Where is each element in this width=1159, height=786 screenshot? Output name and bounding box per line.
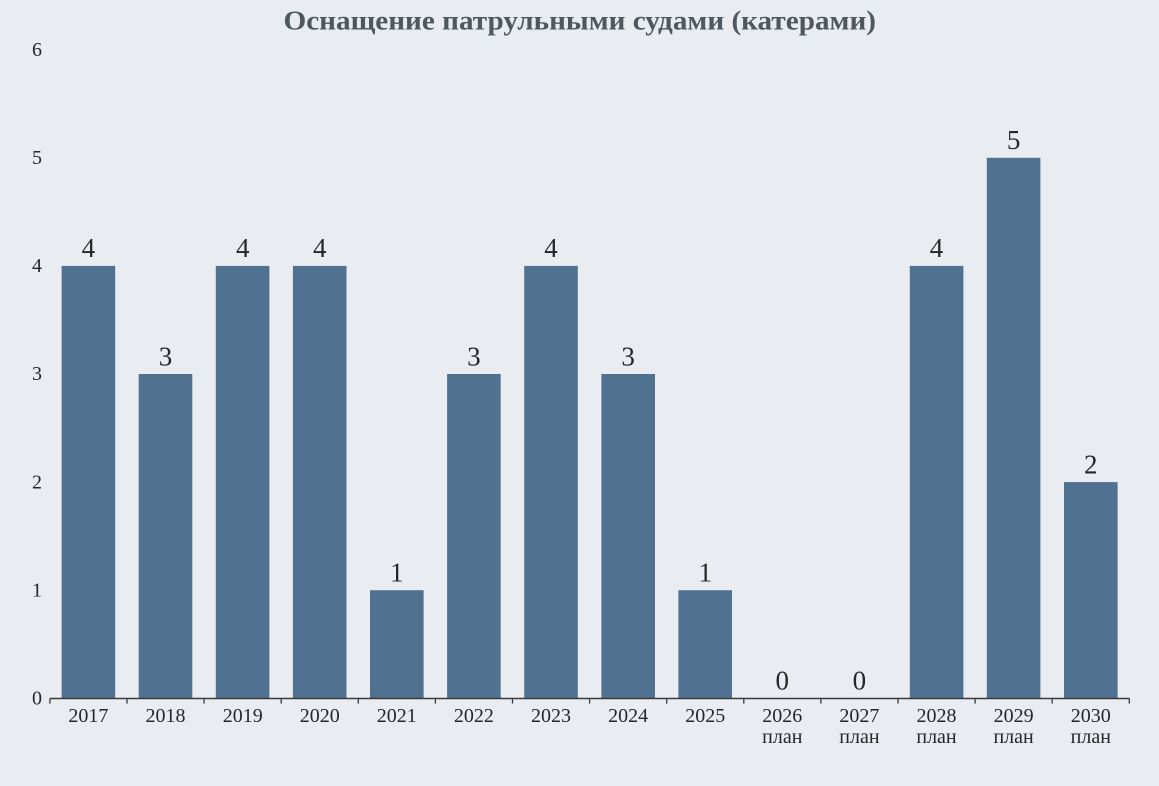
- svg-text:2022: 2022: [454, 705, 494, 727]
- svg-text:4: 4: [544, 233, 558, 263]
- svg-text:4: 4: [930, 233, 944, 263]
- svg-text:2026: 2026: [762, 705, 802, 727]
- svg-text:0: 0: [776, 666, 790, 696]
- svg-text:3: 3: [467, 341, 481, 371]
- svg-text:план: план: [839, 726, 880, 748]
- svg-text:1: 1: [698, 558, 712, 588]
- svg-text:4: 4: [313, 233, 327, 263]
- svg-text:3: 3: [159, 341, 173, 371]
- svg-text:2021: 2021: [377, 705, 417, 727]
- svg-text:план: план: [993, 726, 1034, 748]
- svg-text:2017: 2017: [68, 705, 108, 727]
- svg-text:2: 2: [1084, 449, 1098, 479]
- svg-text:1: 1: [32, 579, 42, 601]
- svg-text:6: 6: [32, 39, 42, 61]
- svg-text:4: 4: [236, 233, 250, 263]
- svg-text:2029: 2029: [994, 705, 1034, 727]
- svg-text:0: 0: [32, 688, 42, 710]
- svg-text:план: план: [1071, 726, 1112, 748]
- svg-text:Оснащение патрульными судами (: Оснащение патрульными судами (катерами): [284, 5, 877, 35]
- svg-text:2020: 2020: [300, 705, 340, 727]
- svg-text:2024: 2024: [608, 705, 648, 727]
- svg-text:план: план: [916, 726, 957, 748]
- svg-text:0: 0: [853, 666, 867, 696]
- svg-text:3: 3: [32, 363, 42, 385]
- svg-text:3: 3: [621, 341, 635, 371]
- svg-text:2028: 2028: [917, 705, 957, 727]
- svg-text:2030: 2030: [1071, 705, 1111, 727]
- svg-text:2: 2: [32, 471, 42, 493]
- svg-text:4: 4: [32, 255, 42, 277]
- svg-text:2025: 2025: [685, 705, 725, 727]
- svg-text:5: 5: [1007, 125, 1021, 155]
- svg-text:1: 1: [390, 558, 404, 588]
- svg-text:2023: 2023: [531, 705, 571, 727]
- svg-text:план: план: [762, 726, 803, 748]
- svg-text:2027: 2027: [839, 705, 879, 727]
- svg-text:5: 5: [32, 147, 42, 169]
- svg-text:2019: 2019: [223, 705, 263, 727]
- svg-text:4: 4: [82, 233, 96, 263]
- svg-text:2018: 2018: [146, 705, 186, 727]
